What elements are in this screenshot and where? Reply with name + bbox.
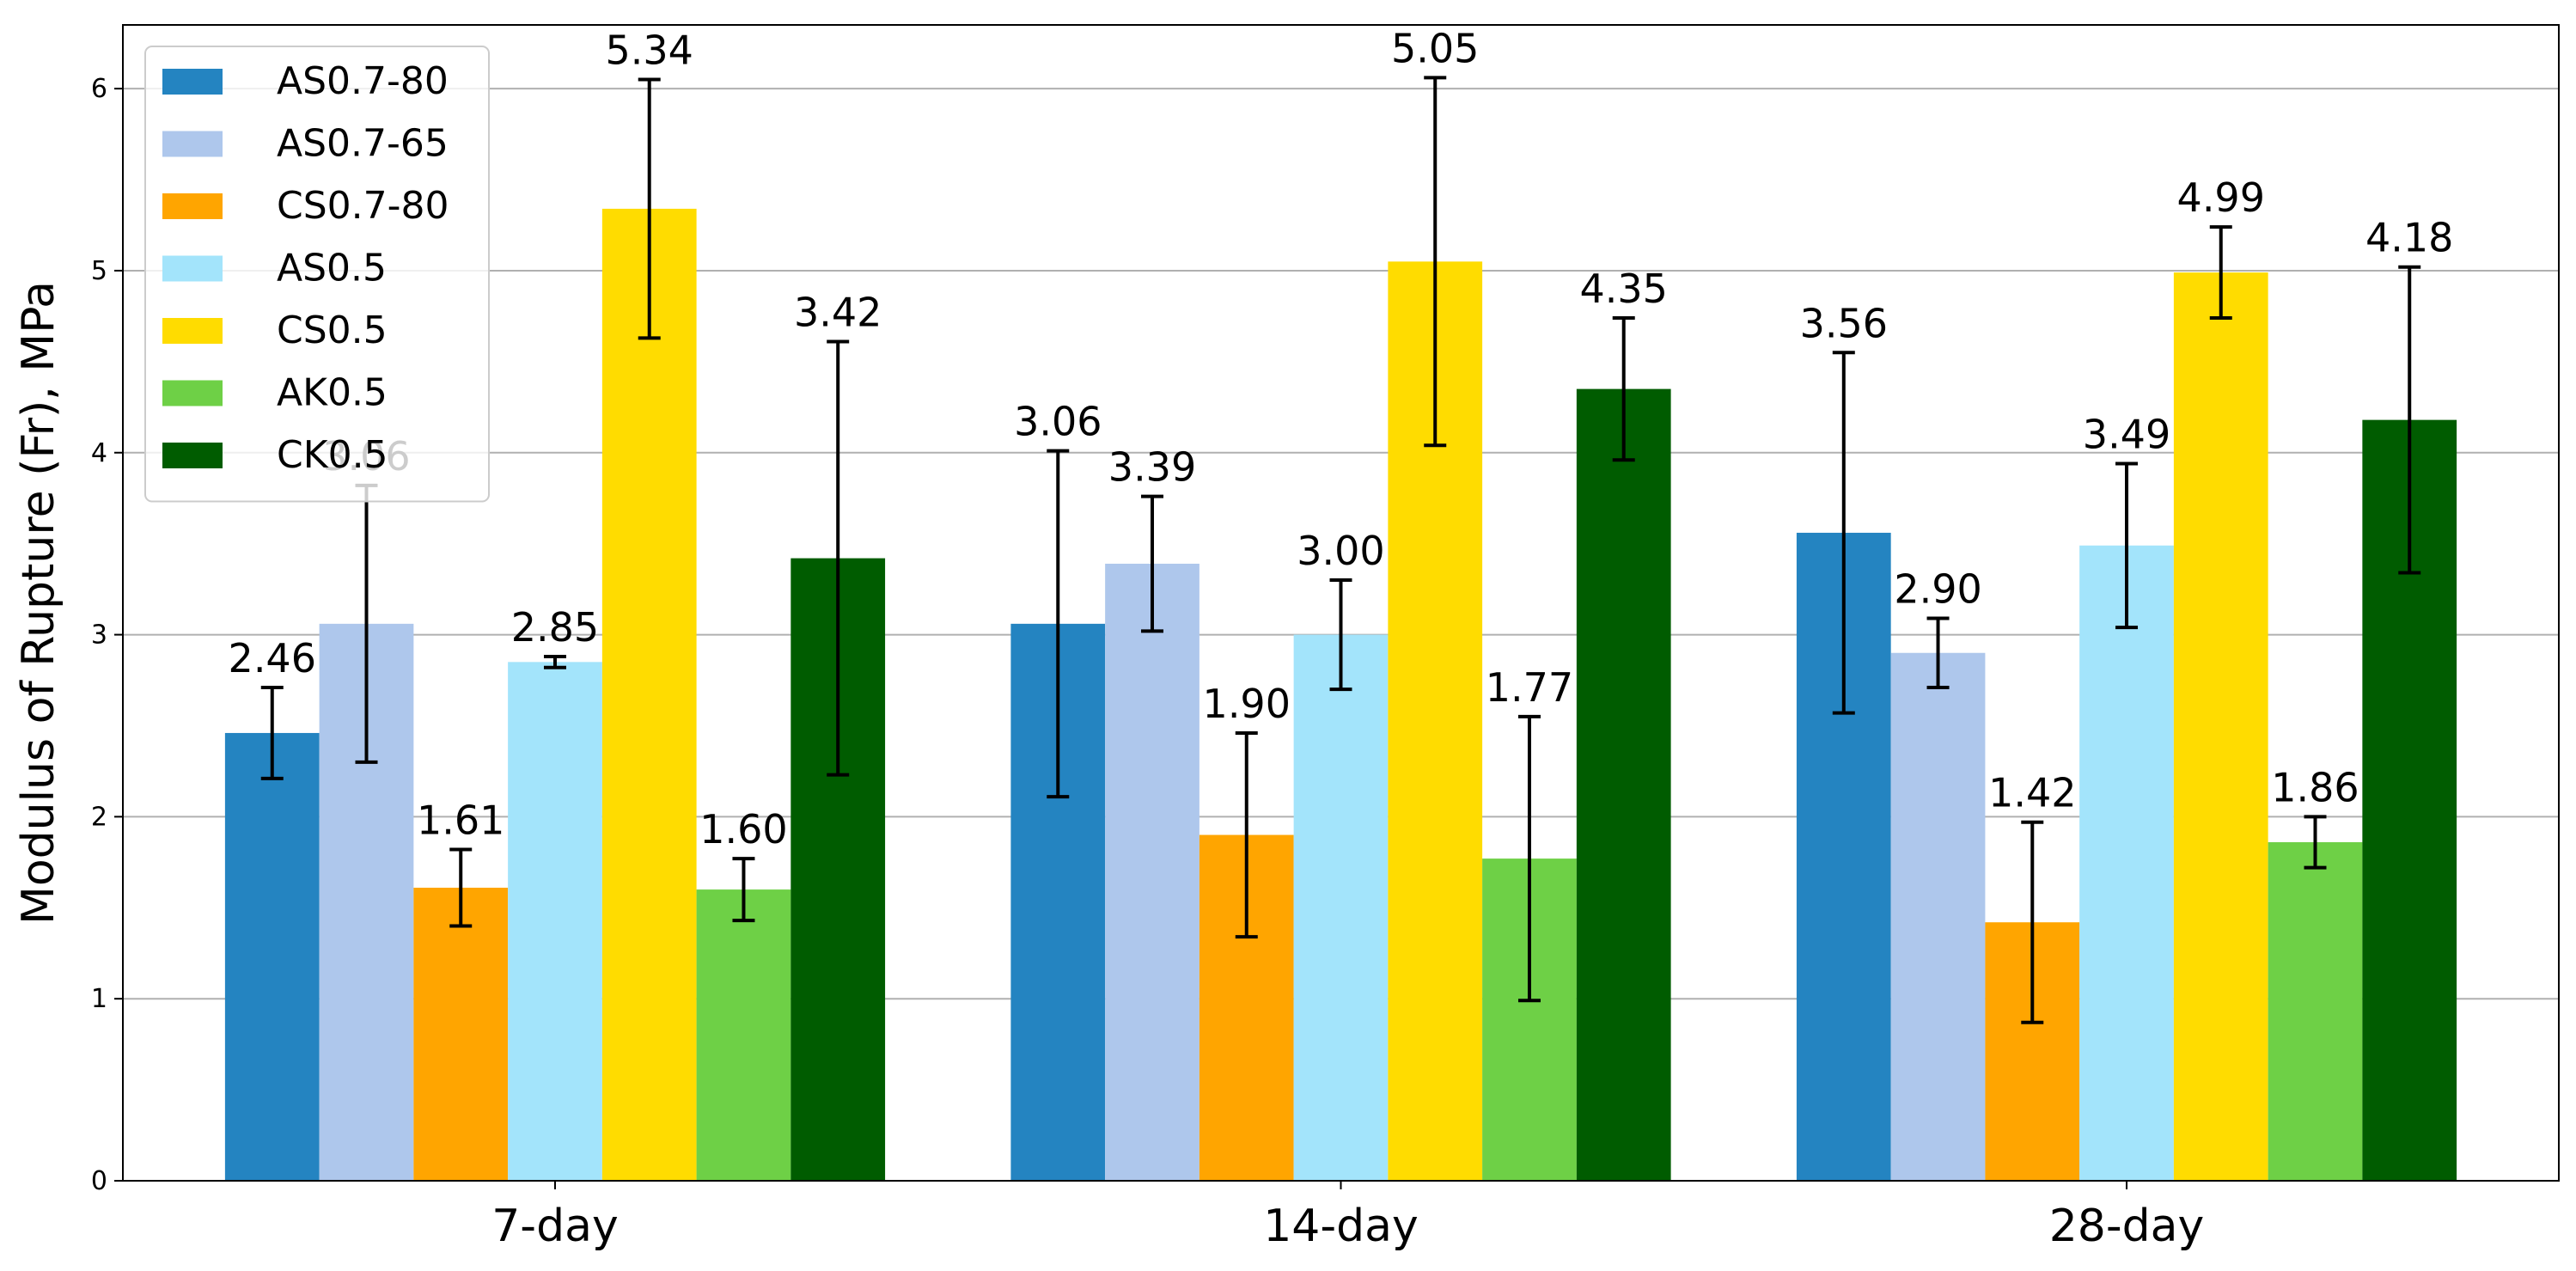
bar-AS0.5-28-day: [2079, 545, 2174, 1181]
y-tick-label: 6: [91, 74, 107, 104]
bar-AK0.5-7-day: [696, 889, 791, 1181]
axes: 0 1 2 3 4 5 6 7-day 14-day 28-day: [91, 24, 2560, 1252]
data-label: 2.90: [1894, 566, 1981, 613]
legend: AS0.7-80 AS0.7-65 CS0.7-80 AS0.5 CS0.5 AK0.5 C…: [144, 46, 490, 503]
x-tick-label: 14-day: [1263, 1201, 1419, 1252]
data-label: 4.18: [2365, 215, 2453, 261]
x-tick-label: 7-day: [491, 1201, 619, 1252]
y-tick-label: 3: [91, 620, 107, 651]
legend-label-CS0.7-80: CS0.7-80: [277, 184, 449, 228]
data-label: 1.77: [1486, 664, 1573, 711]
data-label: 1.60: [699, 806, 787, 852]
y-tick-label: 5: [91, 256, 107, 286]
data-label: 1.86: [2271, 764, 2359, 810]
y-tick-label: 4: [91, 438, 107, 468]
legend-box: [144, 46, 490, 503]
data-label: 1.90: [1203, 681, 1291, 727]
bar-AS0.7-65-28-day: [1890, 652, 1986, 1181]
legend-swatch-AS0.7-65: [162, 131, 223, 157]
legend-swatch-CS0.5: [162, 318, 223, 344]
y-tick-label: 2: [91, 802, 107, 832]
legend-label-AS0.7-65: AS0.7-65: [277, 122, 449, 166]
bar-AS0.7-65-14-day: [1105, 563, 1199, 1181]
y-tick-label: 0: [91, 1166, 107, 1196]
bar-AK0.5-28-day: [2268, 842, 2363, 1181]
bar-CS0.7-80-7-day: [413, 887, 509, 1181]
bar-AS0.7-80-7-day: [224, 732, 320, 1181]
y-axis-label: Modulus of Rupture (Fr), MPa: [13, 281, 64, 925]
x-tick-label: 28-day: [2049, 1201, 2205, 1252]
legend-label-CS0.5: CS0.5: [277, 309, 388, 352]
data-label: 2.46: [229, 635, 316, 681]
legend-swatch-AK0.5: [162, 380, 223, 406]
bar-AS0.5-14-day: [1293, 634, 1389, 1181]
y-tick-label: 1: [91, 984, 107, 1014]
legend-label-CK0.5: CK0.5: [277, 433, 388, 477]
data-label: 4.35: [1580, 266, 1668, 312]
legend-label-AS0.5: AS0.5: [277, 247, 387, 290]
legend-swatch-CK0.5: [162, 443, 223, 468]
bars: [224, 208, 2457, 1182]
data-label: 5.34: [606, 27, 693, 74]
data-label: 4.99: [2177, 174, 2265, 221]
data-label: 3.06: [1014, 399, 1102, 445]
data-label: 3.39: [1108, 444, 1196, 491]
bar-AS0.5-7-day: [508, 662, 602, 1181]
data-label: 3.56: [1800, 300, 1888, 346]
data-label: 1.61: [417, 797, 504, 844]
legend-label-AK0.5: AK0.5: [277, 371, 388, 415]
legend-swatch-CS0.7-80: [162, 193, 223, 219]
legend-swatch-AS0.7-80: [162, 69, 223, 95]
data-label: 5.05: [1391, 25, 1479, 71]
bar-CS0.5-28-day: [2173, 272, 2268, 1181]
data-label: 1.42: [1988, 770, 2076, 816]
data-label: 2.85: [511, 604, 599, 651]
error-bars: [260, 76, 2421, 1024]
data-labels: 2.463.063.563.063.392.901.611.901.422.85…: [229, 25, 2454, 852]
legend-label-AS0.7-80: AS0.7-80: [277, 59, 449, 103]
data-label: 3.49: [2083, 411, 2170, 457]
data-label: 3.00: [1297, 528, 1384, 574]
legend-swatch-AS0.5: [162, 255, 223, 282]
bar-CK0.5-14-day: [1576, 388, 1671, 1181]
data-label: 3.42: [794, 290, 882, 336]
bar-CS0.5-7-day: [601, 208, 697, 1181]
